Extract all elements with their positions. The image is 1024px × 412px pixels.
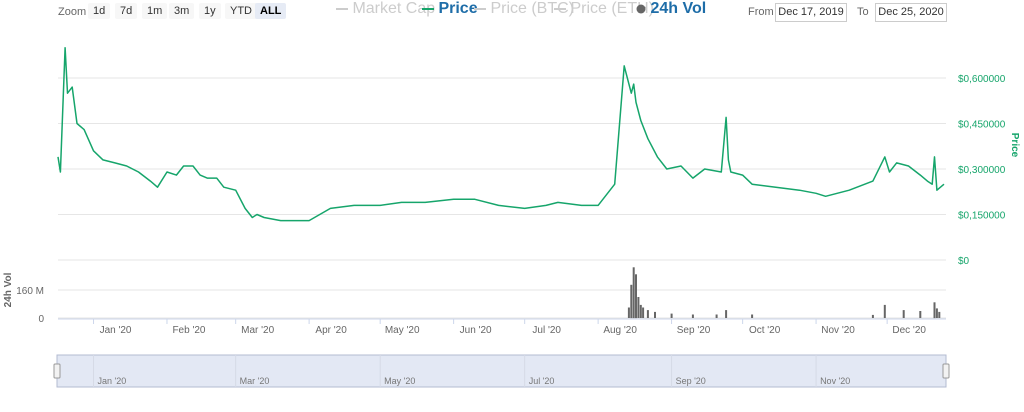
volume-bar[interactable] xyxy=(938,311,941,318)
zoom-all-button[interactable]: ALL xyxy=(255,3,287,19)
price-tick-label: $0 xyxy=(958,256,970,267)
navigator-label: May '20 xyxy=(384,376,415,386)
zoom-label: Zoom xyxy=(58,6,87,18)
legend-market-cap[interactable]: Market Cap xyxy=(336,0,435,18)
legend-price-eth-label: Price (ETH) xyxy=(570,0,655,17)
volume-bar[interactable] xyxy=(637,297,640,318)
navigator[interactable]: Jan '20 Mar '20 May '20 Jul '20 Sep '20 Nov '… xyxy=(53,354,950,388)
volume-bar[interactable] xyxy=(646,310,649,318)
volume-bar[interactable] xyxy=(630,284,633,319)
navigator-left-handle[interactable] xyxy=(53,363,61,379)
x-tick-label: May '20 xyxy=(385,325,420,336)
zoom-ytd-button[interactable]: YTD xyxy=(225,3,257,19)
to-date-input[interactable]: Dec 25, 2020 xyxy=(875,3,947,22)
volume-bar[interactable] xyxy=(715,314,718,319)
price-series-line[interactable] xyxy=(57,46,945,222)
volume-bar[interactable] xyxy=(935,308,938,318)
volume-bar[interactable] xyxy=(902,310,905,318)
volume-bar[interactable] xyxy=(751,314,754,319)
x-tick-label: Jul '20 xyxy=(532,325,561,336)
volume-bar[interactable] xyxy=(627,307,630,319)
volume-bar[interactable] xyxy=(933,302,936,319)
navigator-label: Jul '20 xyxy=(529,376,555,386)
volume-bar[interactable] xyxy=(725,310,728,318)
x-tick-label: Mar '20 xyxy=(241,325,274,336)
from-label: From xyxy=(748,6,774,18)
price-line-icon xyxy=(422,8,434,10)
volume-bar[interactable] xyxy=(639,304,642,318)
navigator-selection[interactable] xyxy=(56,354,947,388)
volume-bar[interactable] xyxy=(632,267,635,319)
legend-price-btc[interactable]: Price (BTC) xyxy=(474,0,574,18)
navigator-label: Nov '20 xyxy=(820,376,850,386)
zoom-1y-button[interactable]: 1y xyxy=(199,3,221,19)
to-label: To xyxy=(857,6,869,18)
zoom-1m-button[interactable]: 1m xyxy=(142,3,168,19)
volume-bar[interactable] xyxy=(691,314,694,319)
legend-market-cap-label: Market Cap xyxy=(352,0,436,17)
x-tick-label: Nov '20 xyxy=(821,325,855,336)
zoom-3m-button[interactable]: 3m xyxy=(169,3,195,19)
volume-tick-label: 0 xyxy=(38,314,44,325)
x-tick-label: Dec '20 xyxy=(892,325,926,336)
x-tick-label: Oct '20 xyxy=(749,325,781,336)
volume-bar[interactable] xyxy=(635,274,637,319)
legend-price-label: Price xyxy=(438,0,478,17)
x-tick-label: Aug '20 xyxy=(603,325,637,336)
price-tick-label: $0,150000 xyxy=(958,211,1006,222)
volume-tick-label: 160 M xyxy=(16,286,44,297)
legend-price-eth[interactable]: Price (ETH) xyxy=(554,0,654,18)
from-date-input[interactable]: Dec 17, 2019 xyxy=(775,3,847,22)
price-tick-label: $0,300000 xyxy=(958,165,1006,176)
price-eth-line-icon xyxy=(554,8,566,10)
x-tick-label: Apr '20 xyxy=(315,325,347,336)
navigator-label: Jan '20 xyxy=(98,376,127,386)
volume-bar[interactable] xyxy=(871,314,874,318)
volume-bar[interactable] xyxy=(670,313,673,318)
volume-bar[interactable] xyxy=(883,304,886,318)
volume-bar[interactable] xyxy=(919,311,922,318)
legend-price-btc-label: Price (BTC) xyxy=(490,0,575,17)
x-tick-label: Jan '20 xyxy=(100,325,132,336)
price-tick-label: $0,600000 xyxy=(958,74,1006,85)
volume-bar[interactable] xyxy=(642,307,645,319)
price-axis-title: Price xyxy=(1009,133,1020,158)
volume-dot-icon xyxy=(636,4,646,14)
market-cap-line-icon xyxy=(336,8,348,10)
price-tick-label: $0,450000 xyxy=(958,120,1006,131)
x-tick-label: Jun '20 xyxy=(460,325,492,336)
legend-volume-label: 24h Vol xyxy=(650,0,707,17)
volume-axis-title: 24h Vol xyxy=(3,272,14,307)
navigator-label: Sep '20 xyxy=(676,376,706,386)
x-tick-label: Sep '20 xyxy=(677,325,711,336)
volume-bar[interactable] xyxy=(654,311,656,318)
price-btc-line-icon xyxy=(474,8,486,10)
range-toolbar: Zoom 1d 7d 1m 3m 1y YTD ALL From Dec 17,… xyxy=(0,0,1024,24)
legend-volume[interactable]: 24h Vol xyxy=(636,0,706,18)
navigator-right-handle[interactable] xyxy=(942,363,950,379)
legend-price[interactable]: Price xyxy=(422,0,478,18)
zoom-7d-button[interactable]: 7d xyxy=(115,3,138,19)
navigator-label: Mar '20 xyxy=(240,376,270,386)
zoom-1d-button[interactable]: 1d xyxy=(88,3,111,19)
x-tick-label: Feb '20 xyxy=(172,325,205,336)
